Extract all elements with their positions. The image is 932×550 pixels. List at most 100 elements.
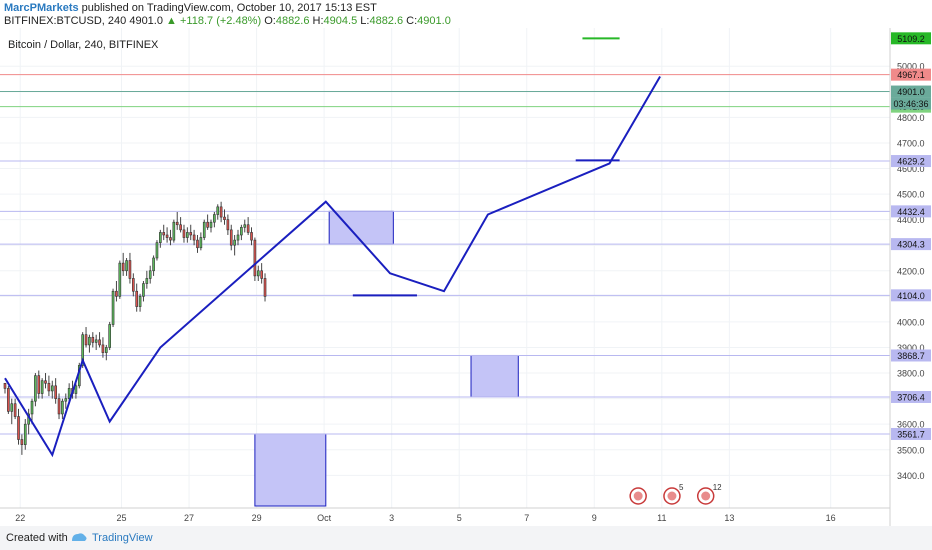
candle-body[interactable] [111, 290, 115, 325]
candle-body[interactable] [132, 278, 135, 292]
x-tick-label: 5 [457, 513, 462, 523]
candle-body[interactable] [246, 224, 250, 233]
candle-body[interactable] [74, 385, 78, 394]
candle-body[interactable] [236, 234, 240, 241]
tradingview-brand[interactable]: TradingView [92, 532, 153, 544]
candle-body[interactable] [115, 290, 118, 297]
candle-body[interactable] [219, 206, 223, 218]
candle-body[interactable] [256, 270, 260, 277]
candle-body[interactable] [223, 216, 226, 220]
candle-body[interactable] [138, 296, 142, 307]
candle-body[interactable] [17, 416, 20, 440]
event-badge-count: 5 [679, 483, 684, 492]
countdown-label: 03:46:36 [893, 99, 928, 109]
candle-body[interactable] [162, 232, 166, 236]
candle-body[interactable] [182, 229, 186, 238]
candle-body[interactable] [67, 388, 71, 399]
candle-body[interactable] [3, 382, 7, 389]
candle-body[interactable] [88, 336, 91, 346]
candle-body[interactable] [84, 334, 88, 346]
candle-body[interactable] [240, 227, 243, 236]
candle-body[interactable] [37, 375, 41, 394]
candle-body[interactable] [125, 260, 128, 272]
price-tag-label: 4967.1 [897, 70, 925, 80]
author-link[interactable]: MarcPMarkets [4, 2, 79, 14]
candle-body[interactable] [23, 423, 27, 445]
open-label: O: [264, 15, 276, 27]
candle-body[interactable] [7, 388, 10, 412]
candle-body[interactable] [253, 239, 257, 277]
x-tick-label: 13 [724, 513, 734, 523]
candle-body[interactable] [108, 324, 111, 348]
candle-body[interactable] [216, 206, 220, 215]
candle-body[interactable] [128, 260, 132, 279]
swing-trendline[interactable] [4, 75, 661, 458]
price-tag-label: 3868.7 [897, 351, 925, 361]
candle-body[interactable] [13, 403, 17, 417]
candle-body[interactable] [121, 262, 125, 272]
candle-body[interactable] [57, 398, 61, 415]
candle-body[interactable] [199, 237, 203, 249]
candle-body[interactable] [94, 339, 98, 343]
y-tick-label: 4200.0 [897, 266, 925, 276]
candle-body[interactable] [145, 278, 149, 284]
candle-body[interactable] [152, 257, 155, 272]
candle-body[interactable] [135, 290, 139, 307]
candle-body[interactable] [250, 232, 253, 241]
chart-header: MarcPMarkets published on TradingView.co… [0, 0, 932, 28]
candle-body[interactable] [118, 262, 122, 297]
candle-body[interactable] [101, 344, 105, 353]
candle-body[interactable] [10, 403, 14, 412]
zone-box[interactable] [470, 354, 519, 398]
candle-body[interactable] [34, 375, 37, 402]
close-label: C: [406, 15, 418, 27]
candle-body[interactable] [192, 234, 196, 241]
candle-body[interactable] [179, 224, 182, 231]
candle-body[interactable] [209, 221, 213, 228]
candle-body[interactable] [159, 232, 162, 243]
price-tag [891, 205, 931, 218]
candle-body[interactable] [91, 336, 95, 343]
candle-body[interactable] [202, 221, 206, 238]
candle-body[interactable] [233, 239, 236, 246]
candle-body[interactable] [206, 221, 209, 228]
candle-body[interactable] [142, 283, 145, 297]
x-tick-label: 25 [116, 513, 126, 523]
x-tick-label: 16 [826, 513, 836, 523]
candle-body[interactable] [172, 221, 176, 241]
candle-body[interactable] [50, 385, 54, 392]
last-price: 4901.0 [129, 15, 163, 27]
candle-body[interactable] [229, 229, 233, 246]
price-chart[interactable]: 512 3400.03500.03600.03700.03800.03900.0… [0, 28, 932, 526]
candle-body[interactable] [44, 380, 47, 384]
candle-body[interactable] [186, 232, 189, 238]
candle-body[interactable] [226, 219, 230, 231]
open-value: 4882.6 [275, 15, 310, 27]
candle-body[interactable] [98, 339, 101, 346]
candle-body[interactable] [189, 232, 193, 236]
candle-body[interactable] [20, 439, 24, 445]
candle-body[interactable] [47, 382, 51, 392]
candle-body[interactable] [30, 400, 34, 415]
candle-body[interactable] [169, 237, 172, 241]
candle-body[interactable] [165, 234, 169, 238]
event-badge-dot [667, 491, 677, 501]
candle-body[interactable] [213, 214, 216, 223]
candle-body[interactable] [54, 385, 57, 399]
candle-body[interactable] [64, 398, 68, 402]
candle-body[interactable] [263, 278, 267, 297]
candle-body[interactable] [40, 380, 44, 394]
candle-body[interactable] [196, 239, 199, 249]
zone-box[interactable] [254, 433, 327, 507]
candle-body[interactable] [81, 334, 84, 366]
candle-body[interactable] [61, 400, 64, 415]
candle-body[interactable] [155, 242, 159, 259]
candle-body[interactable] [260, 270, 263, 279]
high-value: 4904.5 [323, 15, 358, 27]
candle-body[interactable] [104, 347, 108, 353]
candle-body[interactable] [148, 270, 152, 279]
candle-body[interactable] [243, 224, 247, 228]
candle-body[interactable] [175, 221, 179, 226]
x-tick-label: 11 [657, 513, 666, 523]
y-tick-label: 4700.0 [897, 138, 925, 148]
